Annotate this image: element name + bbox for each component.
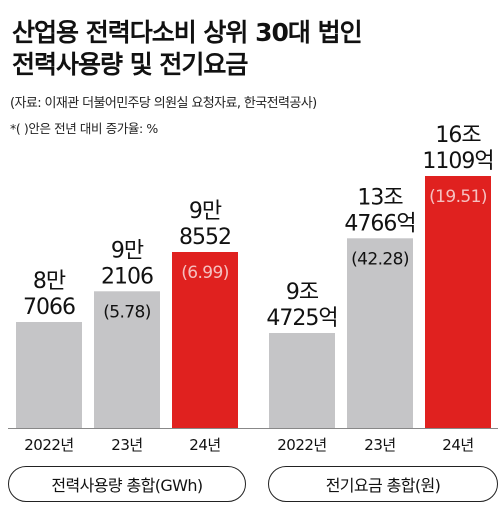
bar-2-3 — [425, 176, 491, 428]
bar-1-1 — [16, 322, 82, 428]
growth-label-2-2: (42.28) — [351, 249, 409, 269]
value-label-2-1-1: 9조 — [286, 280, 319, 305]
growth-rate-note: *( )안은 전년 대비 증가율: % — [10, 121, 158, 136]
category-label-1-1: 2022년 — [24, 436, 73, 454]
value-label-2-1-2: 4725억 — [266, 306, 337, 331]
category-label-1-3: 24년 — [189, 436, 220, 454]
bar-2-1 — [269, 333, 335, 428]
chart-title-line1: 산업용 전력다소비 상위 30대 법인 — [12, 18, 363, 47]
value-label-1-2-2: 2106 — [101, 264, 153, 289]
value-label-2-2-2: 4766억 — [344, 211, 415, 236]
category-label-2-1: 2022년 — [277, 436, 326, 454]
power-usage-total-label: 전력사용량 총합(GWh) — [8, 466, 246, 502]
category-label-1-2: 23년 — [111, 436, 142, 454]
electricity-cost-total-label: 전기요금 총합(원) — [268, 466, 498, 502]
value-label-1-2-1: 9만 — [111, 238, 144, 263]
category-label-2-3: 24년 — [442, 436, 473, 454]
growth-label-2-3: (19.51) — [429, 187, 487, 207]
value-label-1-1-1: 8만 — [33, 269, 66, 294]
value-label-2-3-1: 16조 — [435, 123, 481, 148]
bar-2-2 — [347, 238, 413, 428]
growth-label-1-2: (5.78) — [103, 302, 151, 322]
growth-label-1-3: (6.99) — [181, 263, 229, 283]
value-label-1-3-2: 8552 — [179, 225, 231, 250]
bar-1-3 — [172, 252, 238, 428]
value-label-1-3-1: 9만 — [189, 199, 222, 224]
chart-title-line2: 전력사용량 및 전기요금 — [12, 50, 248, 79]
bar-1-2 — [94, 291, 160, 428]
value-label-2-3-2: 1109억 — [422, 149, 493, 174]
category-label-2-2: 23년 — [364, 436, 395, 454]
source-note: (자료: 이재관 더불어민주당 의원실 요청자료, 한국전력공사) — [10, 96, 317, 111]
value-label-1-1-2: 7066 — [23, 295, 75, 320]
value-label-2-2-1: 13조 — [357, 185, 403, 210]
